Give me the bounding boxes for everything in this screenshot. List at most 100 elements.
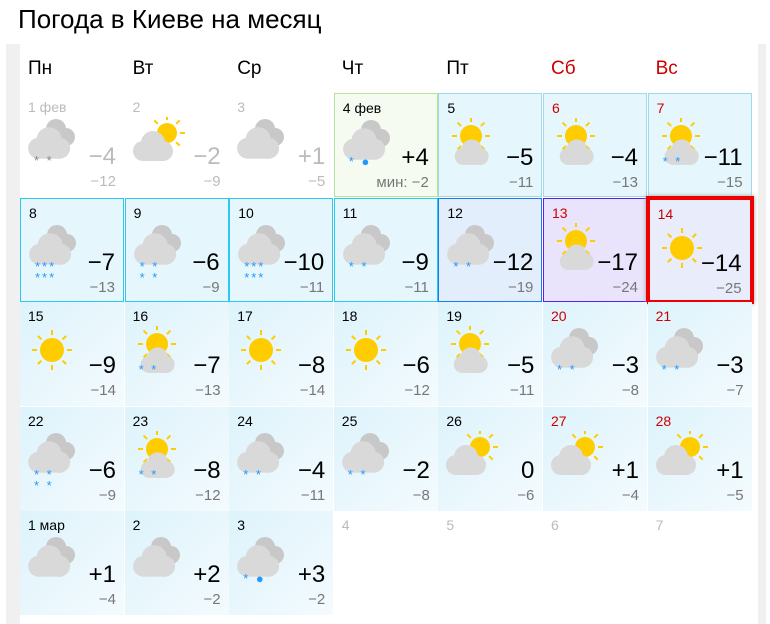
- min-temp: −5: [308, 173, 326, 190]
- day-cell[interactable]: 1 мар +1 −4: [20, 511, 124, 616]
- sunny-weather-icon: [345, 330, 386, 371]
- day-cell[interactable]: 17 −8 −14: [229, 302, 334, 407]
- max-temp: −8: [297, 352, 326, 380]
- max-temp: −14: [700, 249, 742, 277]
- day-cell[interactable]: 22 * * * * −6 −9: [20, 406, 124, 511]
- snow2-precip-icon: * *: [453, 258, 474, 274]
- day-date: 11: [342, 204, 358, 221]
- day-cell[interactable]: 23 * * −8 −12: [124, 406, 229, 511]
- sun-top-weather-icon: [137, 430, 176, 478]
- day-date: 3: [237, 99, 245, 115]
- sun-top-weather-icon: [137, 326, 176, 374]
- day-date: 5: [447, 100, 456, 116]
- day-cell[interactable]: 16 * * −7 −13: [124, 302, 229, 407]
- day-cell[interactable]: 27 +1 −4: [543, 406, 647, 511]
- min-temp: −7: [726, 382, 744, 400]
- min-temp: −6: [517, 486, 535, 504]
- weekday-1: Вт: [132, 58, 154, 79]
- day-cell[interactable]: 4 фев * ● +4 мин: −2: [333, 93, 438, 197]
- sunny-weather-icon: [241, 330, 282, 371]
- min-temp: −4: [621, 486, 639, 504]
- max-temp: −9: [401, 248, 429, 276]
- snow2-precip-icon: * *: [347, 466, 368, 482]
- cloudy-weather-icon: [28, 119, 75, 159]
- max-temp: −2: [402, 456, 430, 484]
- day-cell[interactable]: 3 +1 −5: [229, 93, 333, 197]
- cloudy-weather-icon: [238, 224, 286, 265]
- day-cell[interactable]: 2 +2 −2: [124, 511, 229, 616]
- max-temp: +1: [716, 456, 744, 484]
- day-cell[interactable]: 18 −6 −12: [333, 302, 438, 407]
- max-temp: −5: [507, 352, 535, 380]
- max-temp: −7: [193, 352, 221, 380]
- day-cell[interactable]: 1 фев * * −4 −12: [20, 93, 124, 197]
- sun-top-weather-icon: [557, 118, 595, 165]
- day-date: 27: [551, 412, 567, 429]
- day-date: 4: [341, 517, 350, 534]
- day-date: 10: [238, 204, 254, 221]
- day-cell[interactable]: 6 −4 −13: [543, 93, 647, 197]
- min-temp: −12: [404, 382, 430, 400]
- day-cell[interactable]: 20 * * −3 −8: [543, 302, 647, 407]
- max-temp: −7: [87, 248, 115, 276]
- day-cell[interactable]: 24 * * −4 −11: [229, 406, 334, 511]
- cloudy-weather-icon: [133, 224, 181, 265]
- day-cell[interactable]: 26 0 −6: [438, 406, 543, 511]
- min-temp: −13: [612, 174, 638, 191]
- day-cell[interactable]: 9 * * * * −6 −9: [124, 197, 229, 302]
- day-date: 12: [447, 204, 463, 221]
- cloudy-weather-icon: [342, 224, 390, 265]
- day-cell[interactable]: 12 * * −12 −19: [438, 197, 543, 302]
- partly-right-weather-icon: [655, 430, 708, 475]
- day-cell[interactable]: 14 −14 −25: [645, 195, 754, 304]
- day-date: 1 фев: [28, 99, 67, 115]
- day-cell[interactable]: 7 * * −11 −15: [647, 93, 752, 197]
- max-temp: −6: [88, 456, 116, 484]
- day-cell: 7: [648, 511, 752, 615]
- day-cell[interactable]: 28 +1 −5: [647, 406, 752, 511]
- day-date: 2: [132, 99, 141, 115]
- max-temp: −6: [192, 248, 220, 276]
- day-cell[interactable]: 13 −17 −24: [543, 197, 647, 302]
- min-temp: −15: [717, 174, 743, 191]
- day-cell[interactable]: 11 * * −9 −11: [333, 197, 438, 302]
- min-temp: −2: [308, 591, 326, 609]
- max-temp: +1: [297, 143, 326, 170]
- snow4-precip-icon: * * * *: [139, 258, 160, 285]
- day-date: 20: [551, 308, 567, 325]
- day-cell[interactable]: 21 * * −3 −7: [647, 302, 752, 407]
- day-date: 17: [237, 308, 253, 325]
- min-temp: −9: [98, 486, 116, 504]
- sun-top-weather-icon: [661, 118, 700, 165]
- max-temp: −4: [88, 143, 116, 170]
- day-cell[interactable]: 25 * * −2 −8: [333, 406, 438, 511]
- calendar-panel: Пн Вт Ср Чт Пт Сб Вс 1 фев * * −4 −12 2 −2 −9 3 +1 −5 4 …: [6, 44, 766, 624]
- cloudy-weather-icon: [29, 224, 76, 265]
- snow2-precip-icon: * *: [34, 153, 54, 168]
- cloudy-weather-icon: [655, 328, 703, 368]
- day-cell[interactable]: 10 *** *** −10 −11: [229, 197, 334, 302]
- max-temp: +4: [401, 144, 429, 171]
- max-temp: −6: [402, 352, 430, 380]
- min-temp: −24: [612, 278, 638, 296]
- day-cell[interactable]: 8 *** *** −7 −13: [20, 197, 124, 302]
- cloudy-weather-icon: [551, 328, 598, 368]
- day-date: 2: [132, 517, 141, 534]
- max-temp: −8: [193, 456, 221, 484]
- day-cell[interactable]: 3 * ● +3 −2: [229, 511, 334, 616]
- day-cell[interactable]: 19 −5 −11: [438, 302, 543, 407]
- max-temp: −9: [88, 352, 116, 380]
- partly-right-weather-icon: [551, 430, 603, 475]
- snow6-precip-icon: *** ***: [35, 258, 57, 285]
- page-title: Погода в Киеве на месяц: [18, 4, 322, 34]
- day-cell[interactable]: 5 −5 −11: [438, 93, 543, 197]
- min-temp: −13: [195, 382, 221, 400]
- day-date: 23: [132, 412, 149, 429]
- day-date: 28: [655, 412, 672, 429]
- cloudy-weather-icon: [237, 432, 285, 473]
- min-temp: −5: [726, 486, 744, 504]
- day-date: 22: [28, 412, 44, 429]
- day-cell[interactable]: 2 −2 −9: [125, 93, 229, 197]
- day-date: 4 фев: [342, 100, 382, 116]
- day-cell[interactable]: 15 −9 −14: [20, 302, 124, 407]
